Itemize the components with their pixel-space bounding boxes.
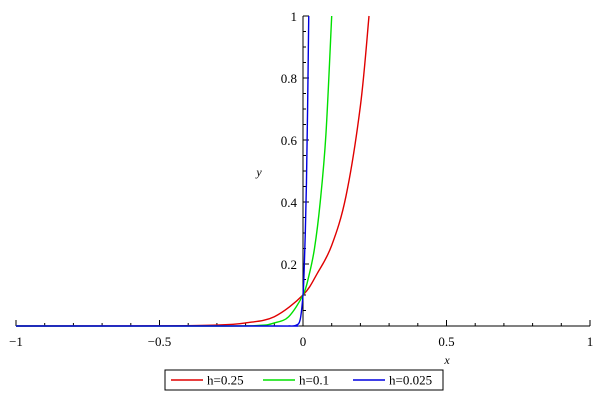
axes: −1 −0.5 0 0.5 1 0.2 0.4 0.6 0.8 1 <box>9 9 593 349</box>
series-line-h-0-25 <box>15 15 370 327</box>
y-tick-label: 0.2 <box>281 257 297 272</box>
legend-box <box>164 369 444 391</box>
legend: h=0.25 h=0.1 h=0.025 <box>164 369 444 391</box>
x-tick-label: 0 <box>300 334 307 349</box>
x-tick-label: −0.5 <box>148 334 172 349</box>
y-tick-label: 0.4 <box>281 195 298 210</box>
legend-label: h=0.25 <box>207 373 244 388</box>
x-tick-label: 0.5 <box>438 334 454 349</box>
series-group <box>15 15 370 327</box>
series-line-h-0-1 <box>15 15 333 327</box>
y-tick-label: 0.8 <box>281 71 297 86</box>
y-axis-label: y <box>255 165 262 179</box>
y-tick-label: 1 <box>291 9 298 24</box>
x-axis-label: x <box>443 353 450 367</box>
legend-label: h=0.1 <box>299 373 329 388</box>
y-tick-label: 0.6 <box>281 133 298 148</box>
series-line-h-0-025 <box>16 15 310 327</box>
x-tick-label: 1 <box>587 334 594 349</box>
legend-label: h=0.025 <box>389 373 432 388</box>
x-tick-label: −1 <box>9 334 23 349</box>
